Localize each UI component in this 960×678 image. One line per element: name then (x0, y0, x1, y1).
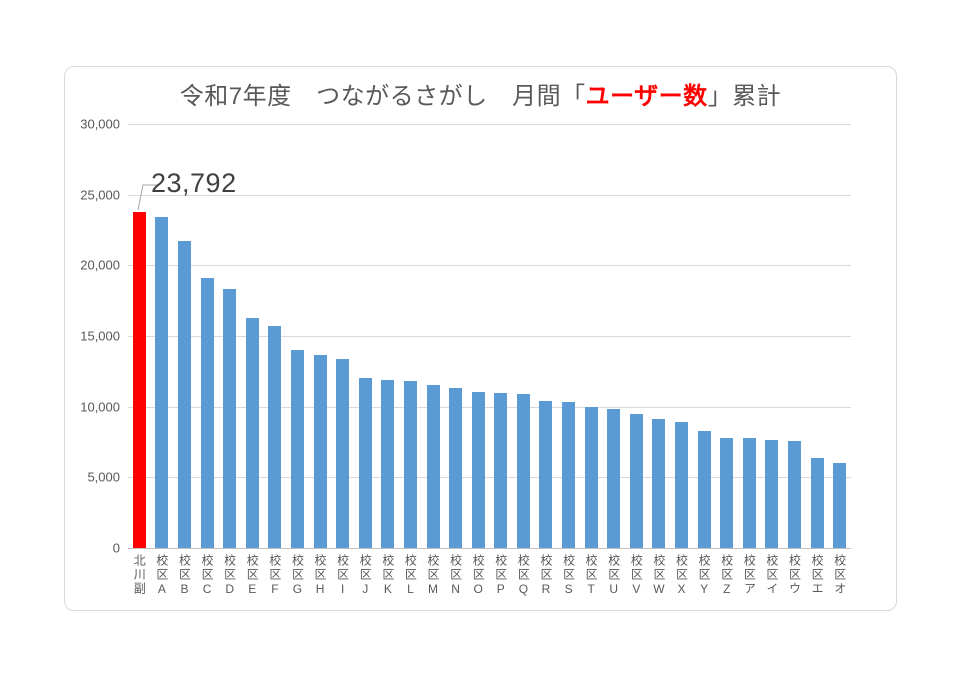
chart-title-suffix: 」累計 (707, 83, 782, 110)
y-tick-label-30000: 30,000 (80, 116, 120, 132)
x-label-校区K: 校区K (380, 554, 395, 598)
x-label-校区N: 校区N (448, 554, 463, 598)
bar-校区Y (697, 430, 711, 548)
bar-校区C (200, 278, 214, 548)
bar-校区K (381, 379, 395, 548)
chart-title: 令和7年度 つながるさがし 月間「ユーザー数」累計 (64, 76, 897, 111)
x-label-校区S: 校区S (561, 554, 576, 598)
x-label-校区G: 校区G (290, 554, 305, 598)
bar-校区J (358, 378, 372, 548)
bar-校区S (562, 402, 576, 548)
bar-校区M (426, 384, 440, 548)
bar-校区P (494, 392, 508, 548)
y-tick-label-25000: 25,000 (80, 187, 120, 203)
x-label-校区Q: 校区Q (516, 554, 531, 598)
gridline-5000 (128, 477, 851, 479)
bar-校区F (268, 326, 282, 548)
x-label-校区V: 校区V (629, 554, 644, 598)
bar-校区B (177, 241, 191, 548)
bar-校区D (223, 289, 237, 548)
bar-校区A (155, 217, 169, 548)
x-label-校区イ: 校区イ (764, 554, 779, 596)
x-label-校区U: 校区U (606, 554, 621, 598)
x-label-校区オ: 校区オ (832, 554, 847, 596)
x-label-校区E: 校区E (245, 554, 260, 598)
max-bar-data-label: 23,792 (151, 168, 237, 198)
x-axis-line (128, 548, 851, 549)
bar-校区I (336, 359, 350, 548)
bar-校区Q (516, 393, 530, 548)
bar-校区O (471, 391, 485, 548)
x-label-校区L: 校区L (403, 554, 418, 598)
x-label-校区O: 校区O (471, 554, 486, 598)
x-label-校区A: 校区A (154, 554, 169, 598)
x-label-校区Y: 校区Y (697, 554, 712, 598)
x-label-校区C: 校区C (200, 554, 215, 598)
y-tick-label-5000: 5,000 (87, 469, 120, 485)
x-label-校区I: 校区I (335, 554, 350, 598)
x-label-校区H: 校区H (313, 554, 328, 598)
x-label-校区P: 校区P (493, 554, 508, 598)
x-label-校区R: 校区R (538, 554, 553, 598)
gridline-10000 (128, 406, 851, 408)
x-label-校区F: 校区F (267, 554, 282, 598)
x-label-校区Z: 校区Z (719, 554, 734, 598)
x-label-北川副: 北川副 (132, 554, 147, 596)
bar-校区R (539, 401, 553, 548)
y-tick-label-0: 0 (112, 540, 120, 556)
x-label-校区エ: 校区エ (810, 554, 825, 596)
bar-校区オ (833, 463, 847, 548)
x-label-校区X: 校区X (674, 554, 689, 598)
x-label-校区T: 校区T (584, 554, 599, 598)
gridline-30000 (128, 124, 851, 125)
x-label-校区W: 校区W (651, 554, 666, 598)
bar-校区Z (720, 437, 734, 548)
gridline-25000 (128, 194, 851, 196)
bar-校区X (675, 422, 689, 548)
x-label-校区D: 校区D (222, 554, 237, 598)
bar-校区T (584, 406, 598, 548)
chart-title-highlight: ユーザー数 (585, 83, 708, 110)
x-label-校区J: 校区J (358, 554, 373, 598)
bar-校区V (629, 413, 643, 548)
x-label-校区M: 校区M (426, 554, 441, 598)
bar-校区U (607, 408, 621, 548)
x-label-校区ウ: 校区ウ (787, 554, 802, 596)
gridline-15000 (128, 336, 851, 337)
bar-校区ア (742, 438, 756, 548)
gridline-20000 (128, 265, 851, 267)
bar-校区E (245, 317, 259, 548)
bar-校区G (290, 350, 304, 548)
y-tick-label-15000: 15,000 (80, 328, 120, 344)
chart-title-prefix: 令和7年度 つながるさがし 月間「 (179, 83, 586, 110)
bar-校区H (313, 355, 327, 548)
x-label-校区B: 校区B (177, 554, 192, 598)
y-tick-label-20000: 20,000 (80, 257, 120, 273)
bar-北川副 (132, 211, 146, 548)
bar-校区W (652, 419, 666, 548)
bar-校区イ (765, 439, 779, 548)
bar-校区エ (810, 457, 824, 548)
bar-校区N (449, 387, 463, 548)
bar-校区L (403, 380, 417, 548)
y-tick-label-10000: 10,000 (80, 399, 120, 415)
bar-校区ウ (788, 440, 802, 548)
x-label-校区ア: 校区ア (742, 554, 757, 596)
